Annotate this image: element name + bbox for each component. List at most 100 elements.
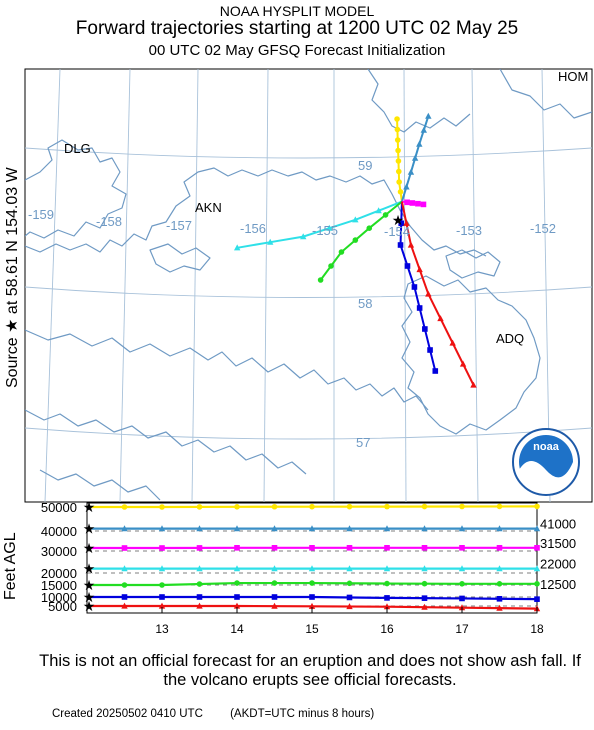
x-tick-label: 18 xyxy=(530,622,544,636)
altitude-point xyxy=(233,525,241,532)
trajectory-point xyxy=(375,207,382,214)
coast-north-east xyxy=(367,69,471,133)
trajectory-point xyxy=(395,147,401,154)
altitude-point xyxy=(121,565,128,572)
trajectory-point xyxy=(397,242,404,248)
altitude-point xyxy=(308,525,316,532)
altitude-point xyxy=(421,565,428,572)
trajectory-point xyxy=(317,277,324,283)
altitude-point xyxy=(121,525,128,532)
altitude-point xyxy=(309,503,315,510)
altitude-point xyxy=(159,582,165,588)
altitude-point xyxy=(421,503,428,510)
trajectory-point xyxy=(395,168,402,175)
altitude-point xyxy=(196,581,203,587)
altitude-point xyxy=(533,565,541,572)
altitude-point xyxy=(534,581,540,587)
lat-label-59: 59 xyxy=(358,158,372,173)
start-star-marker: ★ xyxy=(83,577,96,593)
altitude-point xyxy=(158,565,166,572)
altitude-point xyxy=(234,580,240,586)
altitude-series-5 xyxy=(87,594,540,602)
altitude-point xyxy=(534,596,540,602)
altitude-point xyxy=(233,565,241,572)
place-label-akn: AKN xyxy=(195,200,222,215)
right-altitude-label: 12500 xyxy=(540,577,576,592)
altitude-series-0 xyxy=(87,503,540,510)
altitude-point xyxy=(383,565,391,572)
right-altitude-label: 31500 xyxy=(540,536,576,551)
map-frame xyxy=(24,68,593,503)
trajectory-point xyxy=(394,116,400,122)
chart-title-line2: Forward trajectories starting at 1200 UT… xyxy=(75,18,519,39)
source-star-marker: ★ xyxy=(392,212,405,228)
x-tick-label: 13 xyxy=(155,622,169,636)
trajectory-5 xyxy=(397,201,439,374)
trajectory-point xyxy=(416,140,423,147)
trajectory-point xyxy=(338,249,345,255)
altitude-point xyxy=(196,602,203,609)
trajectory-point xyxy=(404,263,411,269)
altitude-point xyxy=(309,594,315,600)
lat-label-58: 58 xyxy=(358,296,372,311)
trajectory-4 xyxy=(317,200,403,283)
trajectory-point xyxy=(425,290,432,297)
place-label-adq: ADQ xyxy=(496,331,524,346)
lon-label-152: -152 xyxy=(530,221,556,236)
altitude-point xyxy=(271,602,278,609)
trajectory-point xyxy=(427,347,433,353)
trajectory-point xyxy=(409,200,416,206)
altitude-point xyxy=(234,504,240,510)
altitude-point xyxy=(383,525,391,532)
right-altitude-label: 22000 xyxy=(540,557,576,572)
altitude-point xyxy=(196,594,203,600)
altitude-point xyxy=(158,525,166,532)
altitude-point xyxy=(309,580,315,586)
parallel-57 xyxy=(25,427,592,440)
lon-label-154: -154 xyxy=(384,224,410,239)
altitude-point xyxy=(346,580,353,587)
altitude-point xyxy=(346,565,353,572)
altitude-point xyxy=(534,503,540,510)
trajectory-point xyxy=(352,237,359,243)
altitude-point xyxy=(309,545,315,551)
noaa-logo-text: noaa xyxy=(533,441,560,453)
trajectory-tracks xyxy=(234,112,477,388)
y-tick-label: 30000 xyxy=(41,544,77,559)
altitude-point xyxy=(421,580,428,587)
altitude-point xyxy=(271,580,278,586)
altitude-point xyxy=(496,604,503,611)
trajectory-point xyxy=(366,225,373,231)
lon-label-158: -158 xyxy=(96,214,122,229)
trajectory-6 xyxy=(400,201,477,388)
coast-afognak xyxy=(445,249,501,279)
trajectory-1 xyxy=(400,112,432,202)
altitude-point xyxy=(234,545,240,551)
y-tick-label: 50000 xyxy=(41,500,77,515)
altitude-point xyxy=(271,545,278,551)
altitude-point xyxy=(121,504,128,510)
altitude-point xyxy=(496,565,503,572)
start-star-marker: ★ xyxy=(83,598,96,614)
trajectory-3 xyxy=(234,200,403,251)
altitude-point xyxy=(271,565,278,572)
altitude-point xyxy=(121,594,128,600)
noaa-logo: noaa xyxy=(512,428,580,496)
altitude-point xyxy=(421,595,428,601)
trajectory-point xyxy=(267,238,274,245)
altitude-point xyxy=(421,603,428,610)
trajectory-point xyxy=(382,212,389,218)
altitude-point xyxy=(496,581,503,587)
trajectory-0 xyxy=(394,116,404,202)
altitude-point xyxy=(383,603,391,610)
lon-label-155: -155 xyxy=(312,223,338,238)
altitude-point xyxy=(271,525,278,532)
altitude-series-3 xyxy=(87,565,541,572)
altitude-point xyxy=(346,545,353,551)
lon-label-153: -153 xyxy=(456,223,482,238)
chart-subtitle: 00 UTC 02 May GFSQ Forecast Initializati… xyxy=(148,42,446,59)
altitude-point xyxy=(346,503,353,510)
coast-chain-south xyxy=(39,469,161,501)
altitude-series-2 xyxy=(87,545,540,551)
trajectory-point xyxy=(411,284,418,290)
